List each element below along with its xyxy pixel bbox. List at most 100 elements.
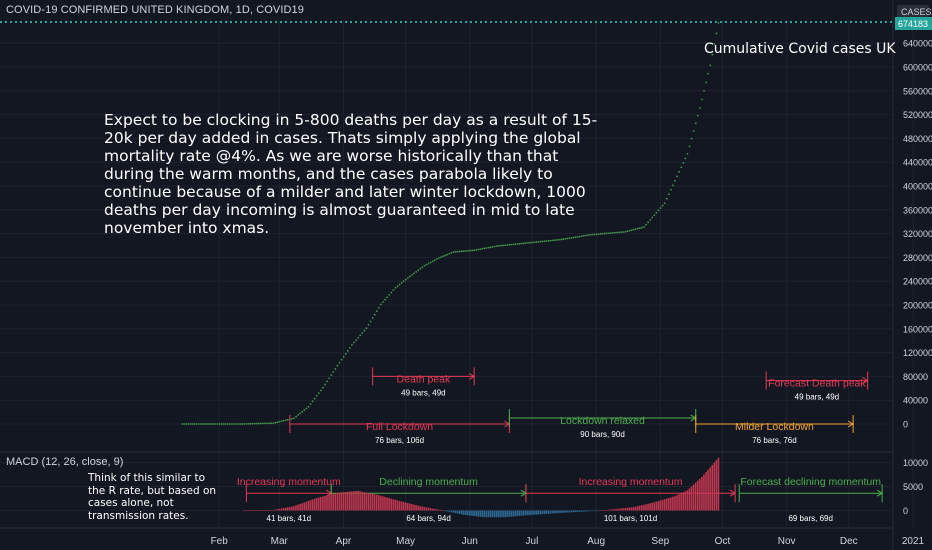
data-point — [487, 246, 490, 249]
histogram-bar — [473, 510, 475, 517]
histogram-bar — [585, 510, 587, 512]
histogram-bar — [303, 502, 306, 511]
data-point — [340, 358, 343, 361]
data-point — [377, 306, 380, 309]
data-point — [624, 230, 627, 233]
data-point — [651, 216, 654, 219]
data-point — [531, 241, 534, 244]
data-point — [398, 283, 401, 286]
data-point — [311, 400, 314, 403]
range-label-main-3: Lockdown relaxed — [560, 415, 645, 427]
histogram-bar — [525, 510, 527, 516]
x-tick-label: 2021 — [902, 536, 925, 547]
data-point — [458, 250, 461, 253]
data-point — [346, 349, 349, 352]
data-point — [253, 422, 256, 425]
range-info-macd-0: 41 bars, 41d — [267, 514, 311, 523]
data-point — [601, 232, 604, 235]
histogram-bar — [551, 510, 554, 514]
histogram-bar — [427, 507, 430, 511]
histogram-bar — [665, 498, 668, 511]
histogram-bar — [334, 493, 337, 511]
data-point — [599, 233, 602, 235]
histogram-bar — [431, 508, 434, 511]
data-point — [473, 249, 476, 252]
data-point — [282, 419, 285, 422]
histogram-bar — [645, 504, 647, 511]
histogram-bar — [282, 508, 285, 511]
histogram-bar — [332, 493, 335, 511]
cumulative-label[interactable]: Cumulative Covid cases UK — [704, 41, 896, 57]
histogram-bar — [638, 505, 641, 511]
histogram-bar — [471, 510, 473, 516]
data-point — [491, 245, 494, 248]
data-point — [659, 207, 662, 209]
data-point — [469, 249, 471, 252]
data-point — [574, 236, 577, 239]
data-point — [527, 242, 529, 244]
histogram-bar — [572, 510, 575, 513]
data-point — [512, 243, 515, 246]
histogram-bar — [703, 474, 705, 511]
scale-label: CASES — [901, 7, 932, 17]
data-point — [454, 250, 457, 253]
histogram-bar — [278, 508, 281, 511]
histogram-bar — [274, 509, 277, 511]
data-point — [421, 266, 424, 269]
histogram-bar — [609, 509, 612, 511]
histogram-bar — [711, 464, 714, 511]
range-info-main-0: 49 bars, 49d — [401, 388, 445, 397]
data-point — [568, 237, 571, 240]
histogram-bar — [498, 510, 500, 518]
data-point — [564, 237, 567, 240]
macd-annotation[interactable]: Think of this similar to the R rate, but… — [88, 472, 217, 522]
histogram-bar — [483, 510, 486, 518]
data-point — [332, 371, 335, 373]
histogram-bar — [367, 492, 370, 511]
histogram-bar — [514, 510, 517, 517]
histogram-bar — [612, 509, 614, 511]
data-point — [620, 231, 623, 234]
price-axis[interactable]: 0 40000 80000 120000 160000 200000 240000 28000… — [895, 5, 932, 516]
histogram-bar — [696, 480, 699, 511]
data-point — [479, 248, 482, 251]
data-point — [427, 262, 430, 265]
histogram-bar — [353, 491, 355, 511]
y-tick-label: 640000 — [903, 39, 932, 49]
histogram-bar — [556, 510, 558, 514]
data-point — [566, 237, 569, 240]
data-point — [647, 221, 650, 224]
data-point — [551, 239, 554, 242]
histogram-bar — [707, 469, 709, 511]
histogram-bar — [369, 493, 372, 511]
data-point — [493, 245, 496, 248]
histogram-bar — [444, 510, 446, 512]
data-point — [417, 269, 420, 272]
data-point — [235, 423, 237, 425]
histogram-bar — [568, 510, 571, 513]
histogram-bar — [516, 510, 519, 517]
histogram-bar — [475, 510, 477, 517]
histogram-bar — [404, 502, 407, 511]
histogram-bar — [603, 510, 606, 511]
histogram-bar — [380, 495, 382, 511]
histogram-bar — [245, 510, 248, 512]
histogram-bar — [647, 503, 649, 511]
data-point — [580, 235, 583, 238]
data-point — [450, 251, 453, 254]
histogram-bar — [313, 498, 316, 511]
histogram-bar — [286, 507, 289, 511]
data-point — [425, 263, 428, 266]
data-point — [485, 247, 488, 249]
data-point — [230, 423, 233, 425]
data-point — [587, 234, 589, 237]
range-label-macd-0: Increasing momentum — [237, 476, 341, 488]
main-annotation[interactable]: Expect to be clocking in 5-800 deaths pe… — [104, 111, 598, 237]
y-tick-label: 360000 — [903, 205, 932, 215]
histogram-bar — [460, 510, 463, 515]
histogram-bar — [688, 488, 691, 511]
histogram-bar — [616, 508, 618, 511]
histogram-bar — [595, 510, 598, 512]
